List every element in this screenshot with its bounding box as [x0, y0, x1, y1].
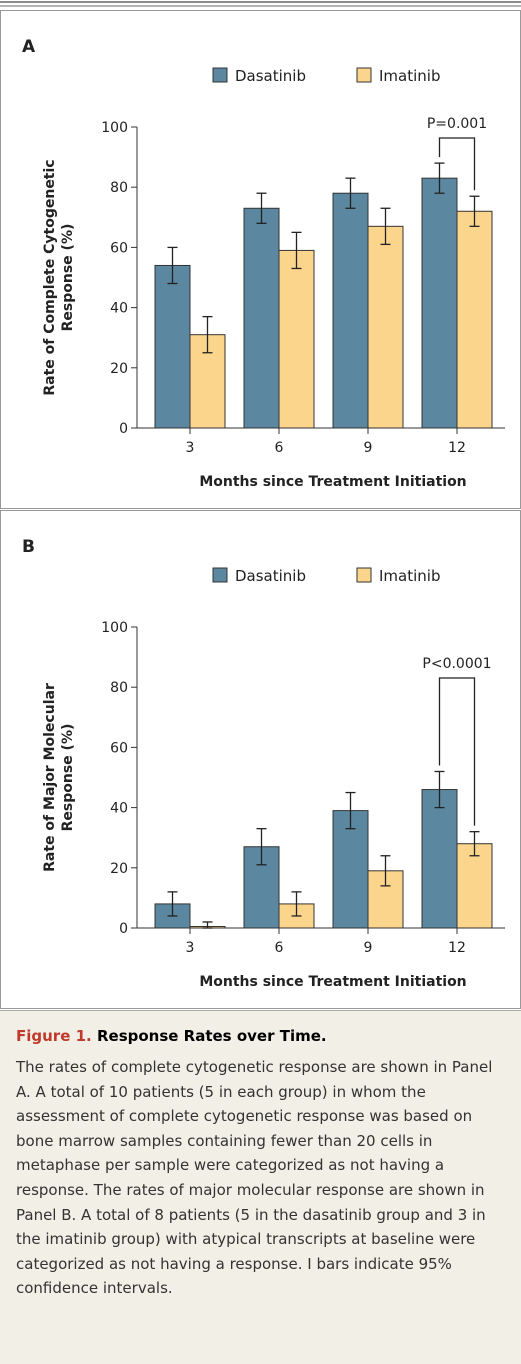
annotation: P=0.001 [427, 116, 487, 132]
x-tick-label: 12 [448, 440, 466, 456]
y-axis-title: Response (%) [60, 724, 76, 832]
panel-a: A Dasatinib Imatinib 0 20 40 60 80 100 Rate of Co… [0, 10, 521, 509]
x-tick-label: 9 [364, 940, 373, 956]
bar [421, 789, 458, 929]
y-tick-label: 20 [110, 361, 128, 377]
y-axis-title: Rate of Major Molecular [42, 683, 58, 872]
significance-bracket [438, 137, 476, 191]
y-tick-label: 100 [101, 620, 128, 636]
y-tick-label: 20 [110, 861, 128, 877]
bar [332, 810, 369, 929]
legend-label: Imatinib [379, 67, 440, 85]
x-tick-label: 6 [275, 940, 284, 956]
x-tick-label: 6 [275, 440, 284, 456]
legend-swatch [212, 67, 228, 83]
y-axis-title: Response (%) [60, 224, 76, 332]
x-tick-label: 3 [186, 440, 195, 456]
y-axis-title: Rate of Complete Cytogenetic [42, 159, 58, 395]
figure-label: Figure 1. [16, 1027, 92, 1045]
bar [367, 225, 404, 429]
x-tick-label: 3 [186, 940, 195, 956]
caption: Figure 1. Response Rates over Time. The … [0, 1010, 521, 1364]
y-tick-label: 40 [110, 801, 128, 817]
legend-swatch [356, 67, 372, 83]
x-tick-label: 12 [448, 940, 466, 956]
figure-title: Response Rates over Time. [96, 1027, 327, 1045]
x-tick-label: 9 [364, 440, 373, 456]
legend-swatch [356, 567, 372, 583]
annotation: P<0.0001 [422, 656, 491, 672]
legend-swatch [212, 567, 228, 583]
legend-label: Dasatinib [235, 67, 306, 85]
panel-label: A [22, 37, 36, 57]
bar [421, 177, 458, 429]
panel-b: B Dasatinib Imatinib 0 20 40 60 80 100 Rate of Ma… [0, 510, 521, 1009]
top-rule [0, 1, 521, 7]
x-axis-title: Months since Treatment Initiation [199, 974, 466, 990]
panel-label: B [22, 537, 35, 557]
panel-border [0, 510, 521, 1009]
bar [243, 207, 280, 429]
y-tick-label: 0 [119, 421, 128, 437]
y-tick-label: 0 [119, 921, 128, 937]
bar [456, 210, 493, 429]
caption-text: The rates of complete cytogenetic respon… [16, 1058, 493, 1298]
bar [154, 264, 191, 429]
y-tick-label: 40 [110, 301, 128, 317]
y-tick-label: 60 [110, 240, 128, 256]
y-tick-label: 60 [110, 740, 128, 756]
caption-heading: Figure 1. Response Rates over Time. [16, 1027, 509, 1045]
x-axis-title: Months since Treatment Initiation [199, 474, 466, 490]
bar [332, 192, 369, 429]
y-tick-label: 100 [101, 120, 128, 136]
bar [456, 843, 493, 929]
y-tick-label: 80 [110, 680, 128, 696]
legend-label: Imatinib [379, 567, 440, 585]
bar [278, 249, 315, 429]
y-tick-label: 80 [110, 180, 128, 196]
significance-bracket [438, 677, 476, 826]
legend-label: Dasatinib [235, 567, 306, 585]
